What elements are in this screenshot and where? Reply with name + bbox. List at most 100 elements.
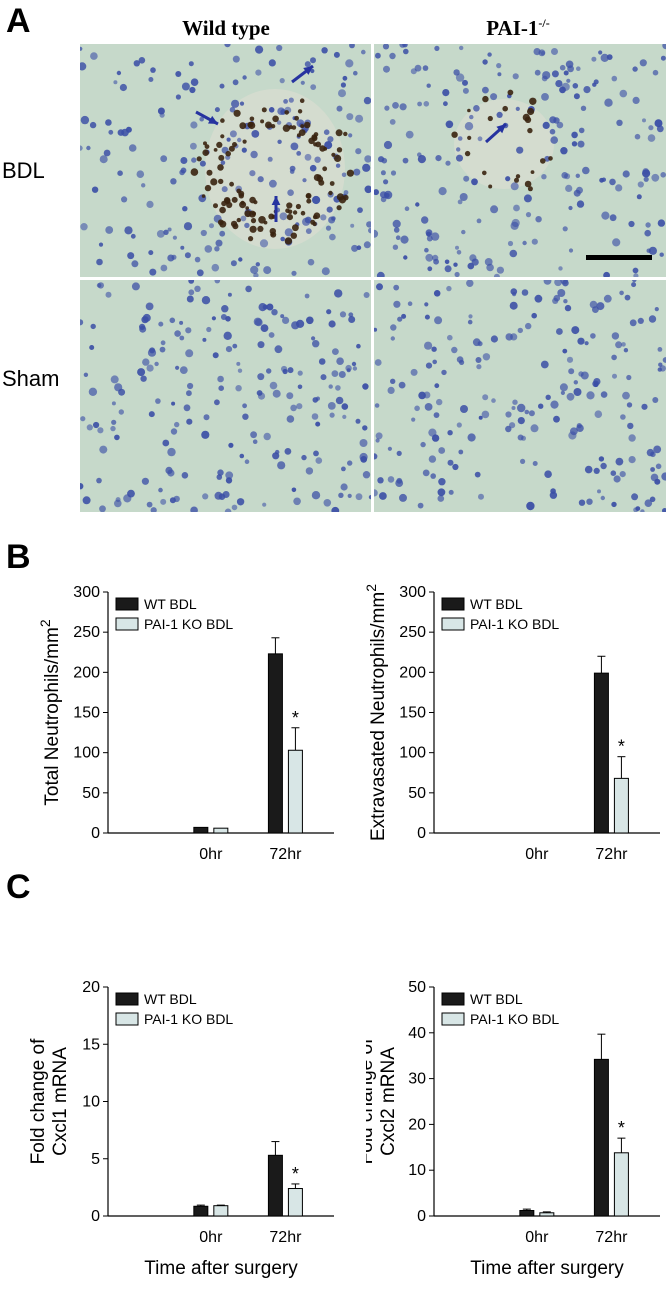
nucleus (185, 349, 194, 358)
nucleus (313, 450, 319, 457)
nucleus (382, 44, 390, 50)
micrograph-wt-sham (80, 280, 371, 512)
nucleus (327, 136, 334, 143)
nucleus (179, 320, 184, 325)
nucleus (578, 499, 586, 506)
nucleus (297, 370, 303, 376)
nucleus (200, 229, 207, 237)
nucleus (612, 238, 621, 247)
nucleus (424, 302, 429, 307)
neutrophil-stain (308, 137, 315, 145)
nucleus (121, 196, 128, 203)
nucleus (121, 128, 129, 137)
nucleus (565, 184, 573, 192)
chart-total-neutrophils: 0 50 100 150 200 250 300 Total Neutrophils/mm2 0… (40, 584, 334, 863)
nucleus (550, 136, 558, 144)
nucleus (575, 173, 580, 178)
neutrophil-stain (487, 115, 493, 122)
nucleus (432, 359, 437, 365)
nucleus (326, 309, 332, 315)
nucleus (655, 463, 662, 470)
nucleus (512, 73, 519, 80)
nucleus (482, 353, 491, 361)
nucleus (93, 421, 100, 429)
nucleus (96, 477, 102, 484)
nucleus (513, 204, 520, 212)
nucleus (646, 448, 655, 457)
neutrophil-stain (206, 169, 213, 176)
nucleus (622, 170, 630, 178)
nucleus (105, 226, 114, 234)
nucleus (644, 229, 651, 237)
nucleus (155, 398, 161, 404)
legend-swatch (115, 1012, 139, 1026)
y-tick-label: 20 (408, 1116, 426, 1133)
nucleus (393, 284, 400, 291)
neutrophil-stain (488, 184, 493, 189)
nucleus (628, 434, 636, 442)
nucleus (597, 489, 601, 494)
nucleus (379, 492, 387, 500)
nucleus (363, 292, 370, 298)
nucleus (257, 373, 265, 381)
nucleus (653, 445, 662, 454)
nucleus (584, 341, 589, 346)
nucleus (600, 462, 607, 470)
nucleus (436, 398, 443, 406)
nucleus (228, 442, 234, 448)
nucleus (458, 449, 464, 455)
neutrophil-stain (303, 121, 311, 129)
nucleus (150, 507, 157, 512)
nucleus (615, 457, 624, 466)
x-tick-label: 0hr (525, 846, 549, 863)
significance-marker: * (618, 737, 625, 757)
nucleus (124, 226, 133, 235)
nucleus (174, 330, 181, 337)
neutrophil-stain (346, 169, 354, 177)
nucleus (361, 49, 366, 55)
neutrophil-stain (527, 127, 533, 134)
neutrophil-stain (292, 224, 299, 232)
scale-bar (586, 255, 652, 260)
nucleus (355, 114, 364, 123)
neutrophil-stain (515, 174, 521, 179)
nucleus (146, 501, 153, 508)
nucleus (225, 316, 231, 322)
nucleus (444, 259, 450, 265)
nucleus (99, 155, 108, 164)
nucleus (469, 114, 474, 120)
nucleus (221, 305, 229, 313)
neutrophil-stain (507, 89, 514, 96)
nucleus (301, 454, 307, 461)
nucleus (89, 121, 97, 129)
nucleus (179, 366, 188, 374)
legend-label: PAI-1 KO BDL (144, 1011, 233, 1027)
nucleus (225, 471, 234, 480)
nucleus (291, 487, 297, 493)
neutrophil-stain (248, 236, 254, 242)
nucleus (578, 127, 585, 134)
neutrophil-stain (335, 129, 343, 137)
row-label-bdl: BDL (2, 158, 45, 183)
nucleus (417, 152, 422, 157)
nucleus (427, 266, 433, 272)
nucleus (142, 358, 150, 366)
nucleus (517, 403, 526, 413)
nucleus (214, 280, 221, 284)
neutrophil-stain (300, 124, 305, 129)
nucleus (175, 71, 182, 77)
nucleus (417, 155, 426, 164)
nucleus (633, 273, 639, 277)
nucleus (425, 253, 434, 262)
nucleus (430, 473, 436, 479)
nucleus (389, 119, 396, 125)
nucleus (424, 403, 433, 411)
nucleus (657, 219, 666, 227)
y-axis-label-superscript: 2 (40, 619, 53, 627)
nucleus (350, 223, 355, 228)
nucleus (255, 69, 262, 76)
nucleus (140, 375, 147, 382)
nucleus (284, 448, 292, 455)
nucleus (99, 445, 108, 454)
y-axis-label: Fold change of (28, 1038, 49, 1164)
